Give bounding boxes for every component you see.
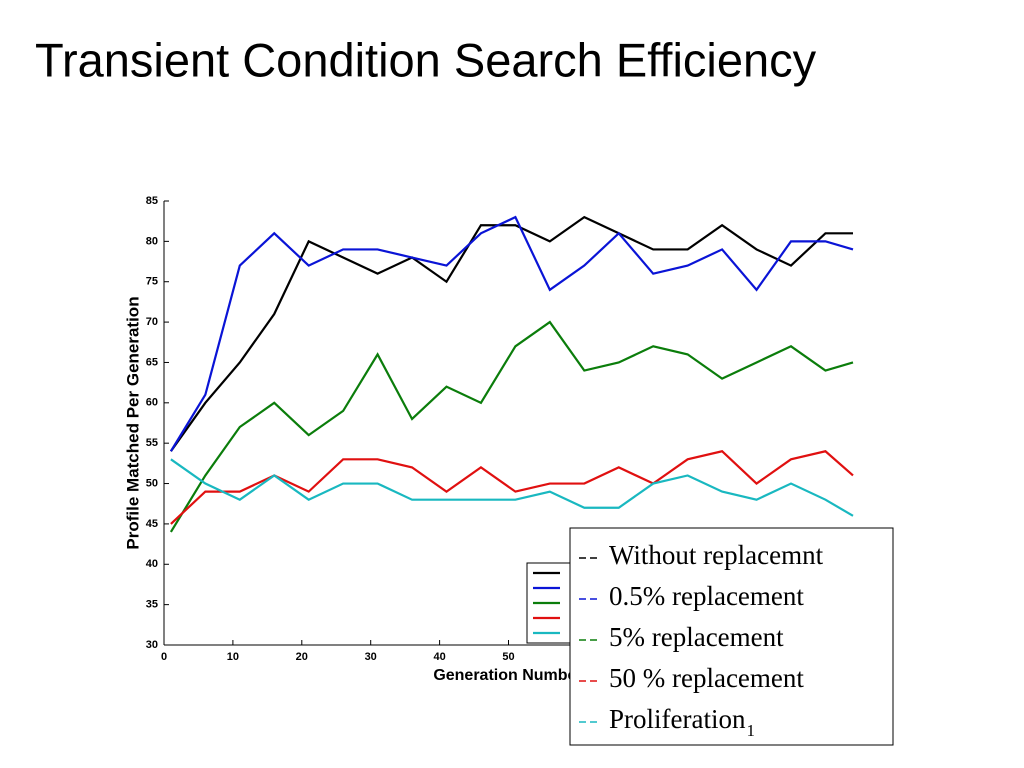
series-line — [169, 215, 853, 452]
y-tick-label: 45 — [146, 518, 158, 530]
legend-entry: Without replacemnt — [579, 540, 824, 570]
y-tick-label: 70 — [146, 316, 158, 328]
y-tick-label: 30 — [146, 639, 158, 651]
series-line — [170, 458, 854, 517]
slide-title: Transient Condition Search Efficiency — [35, 33, 817, 86]
legend-label: 5% replacement — [609, 622, 784, 652]
legend-subscript: 1 — [746, 721, 755, 740]
legend-entry: Proliferation 1 — [579, 704, 755, 740]
legend-label: Without replacemnt — [609, 540, 824, 570]
y-tick-label: 55 — [146, 437, 158, 449]
series-line — [170, 450, 854, 525]
y-axis-label: Profile Matched Per Generation — [123, 296, 142, 549]
legend-entry: 5% replacement — [579, 622, 784, 652]
y-tick-label: 50 — [146, 477, 158, 489]
x-tick-label: 40 — [433, 651, 445, 663]
legend-entry: 0.5% replacement — [579, 581, 804, 611]
x-tick-label: 50 — [502, 651, 514, 663]
legend-box — [569, 527, 894, 746]
legend-label: 0.5% replacement — [609, 581, 804, 611]
x-tick-label: 0 — [161, 651, 167, 663]
series-line — [169, 215, 854, 452]
y-tick-label: 40 — [146, 558, 158, 570]
series-line — [169, 320, 854, 533]
y-tick-label: 65 — [146, 356, 158, 368]
legend-label: Proliferation — [609, 704, 746, 734]
x-tick-label: 10 — [227, 651, 239, 663]
y-tick-label: 80 — [146, 235, 158, 247]
legend-label: 50 % replacement — [609, 663, 804, 693]
x-tick-label: 20 — [296, 651, 308, 663]
y-tick-label: 60 — [146, 397, 158, 409]
x-tick-label: 30 — [365, 651, 377, 663]
x-axis-label: Generation Number — [433, 667, 582, 684]
y-tick-label: 75 — [146, 276, 158, 288]
legend-entry: 50 % replacement — [579, 663, 804, 693]
y-tick-label: 35 — [146, 599, 158, 611]
y-tick-label: 85 — [146, 195, 158, 207]
